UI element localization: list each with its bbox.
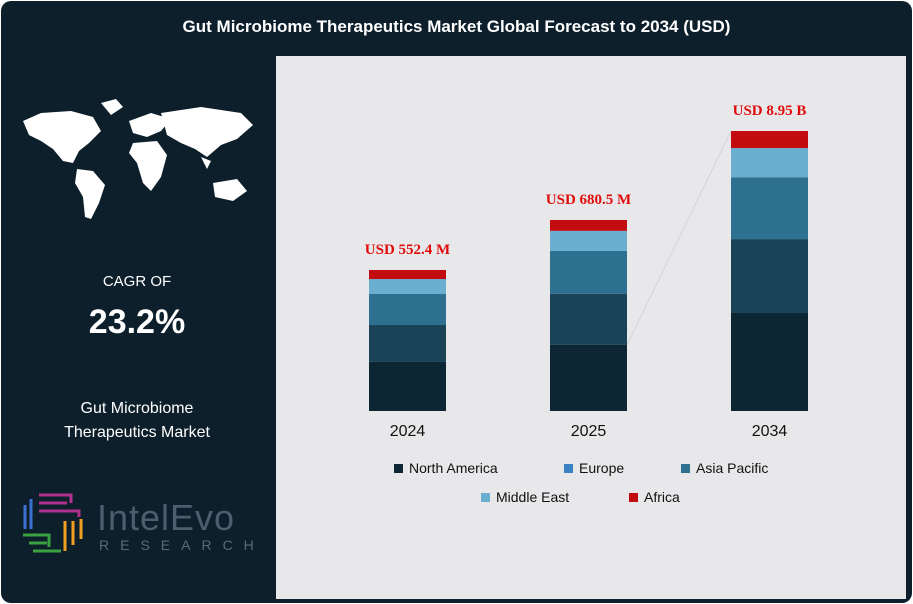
trend-line	[626, 130, 732, 346]
bar-segment-north-america	[731, 313, 808, 411]
legend-label: Europe	[579, 460, 625, 476]
legend-item: Europe	[564, 460, 624, 476]
legend-label: Africa	[644, 489, 680, 505]
logo-mark-icon	[23, 493, 83, 553]
bar-segment-africa	[550, 220, 627, 231]
bar-segment-middle-east	[731, 148, 808, 178]
legend-item: North America	[394, 460, 498, 476]
cagr-value: 23.2%	[88, 303, 186, 341]
legend-label: Middle East	[496, 489, 570, 505]
logo-text: IntelEvo	[97, 497, 235, 539]
legend-swatch	[564, 463, 573, 473]
chart-area: USD 552.4 M 2024 USD 680.5 M 2025 USD 8.95 B…	[276, 56, 906, 599]
bar-segment-asia-pacific	[369, 293, 446, 326]
total-label: USD 552.4 M	[364, 242, 451, 258]
legend-label: Asia Pacific	[696, 460, 769, 476]
legend-item: Asia Pacific	[681, 460, 768, 476]
bar-segment-asia-pacific	[731, 177, 808, 240]
legend-swatch	[629, 492, 638, 502]
stacked-bar-chart	[369, 130, 808, 411]
bar-segment-north-america	[550, 344, 627, 411]
bar-segment-europe	[369, 325, 446, 362]
legend-swatch	[481, 492, 490, 502]
bar-segment-middle-east	[369, 279, 446, 294]
total-label: USD 8.95 B	[732, 103, 807, 119]
bar-segment-asia-pacific	[550, 250, 627, 294]
cagr-label: CAGR OF	[102, 273, 172, 290]
logo-subtext: RESEARCH	[99, 537, 265, 553]
bar-segment-middle-east	[550, 230, 627, 251]
legend-swatch	[681, 463, 690, 473]
world-map-icon	[23, 99, 253, 219]
chart-title: Gut Microbiome Therapeutics Market Globa…	[182, 17, 731, 36]
legend-item: Middle East	[481, 489, 569, 505]
x-tick-label: 2025	[570, 423, 607, 440]
x-tick-label: 2024	[389, 423, 426, 440]
market-name-line2: Therapeutics Market	[64, 424, 210, 441]
bar-segment-north-america	[369, 361, 446, 411]
bar-segment-africa	[731, 131, 808, 149]
legend-label: North America	[409, 460, 498, 476]
market-name: Gut Microbiome Therapeutics Market	[1, 397, 273, 445]
market-name-line1: Gut Microbiome	[80, 400, 194, 417]
total-label: USD 680.5 M	[545, 192, 632, 208]
bar-segment-europe	[731, 239, 808, 314]
legend-item: Africa	[629, 489, 680, 505]
bar-segment-europe	[550, 293, 627, 345]
bar-segment-africa	[369, 270, 446, 280]
logo-text: IntelEvo	[97, 497, 236, 538]
x-tick-label: 2034	[751, 423, 788, 440]
sidebar: CAGR OF 23.2% Gut Microbiome Therapeutic…	[1, 51, 273, 603]
legend-swatch	[394, 463, 403, 473]
logo: IntelEvo RESEARCH	[19, 491, 254, 564]
